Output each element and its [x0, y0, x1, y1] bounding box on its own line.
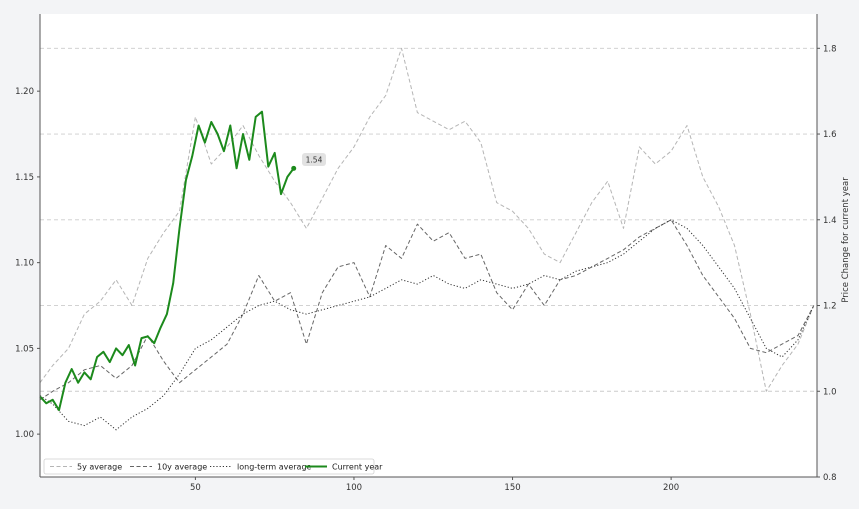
left-y-tick-label: 1.00 [15, 430, 34, 440]
left-y-tick-label: 1.20 [15, 87, 34, 97]
legend-box [43, 458, 375, 475]
plot-area [40, 14, 817, 477]
right-y-tick-label: 1.8 [823, 44, 837, 54]
x-tick-label: 50 [190, 483, 201, 493]
series-end-point [291, 165, 297, 171]
x-tick-label: 150 [504, 483, 520, 493]
right-axis-label: Price Change for current year [841, 177, 851, 303]
left-y-tick-label: 1.15 [15, 173, 34, 183]
right-y-tick-label: 1.0 [823, 387, 837, 397]
right-y-tick-label: 1.4 [823, 216, 837, 226]
right-y-tick-label: 1.6 [823, 130, 837, 140]
right-y-tick-label: 0.8 [823, 473, 837, 483]
series-line-current-year [39, 110, 295, 412]
legend-label: 10y average [157, 463, 207, 472]
legend-label: Current year [332, 463, 383, 472]
last-value-annotation: 1.54 [302, 153, 326, 166]
left-y-tick-label: 1.10 [15, 259, 34, 269]
series-line-long-term-average [39, 219, 815, 431]
series-line-10y-average [39, 219, 815, 401]
x-tick-label: 200 [663, 483, 679, 493]
series-line-5y-average [39, 47, 815, 392]
legend-label: 5y average [77, 463, 122, 472]
left-y-tick-label: 1.05 [15, 344, 34, 354]
legend-label: long-term average [237, 463, 312, 472]
x-tick-label: 100 [346, 483, 362, 493]
annotation-box [302, 153, 326, 166]
annotation-label: 1.54 [306, 156, 323, 165]
right-y-tick-label: 1.2 [823, 302, 837, 312]
legend: 5y average 10y average long-term average Cu… [43, 458, 383, 475]
